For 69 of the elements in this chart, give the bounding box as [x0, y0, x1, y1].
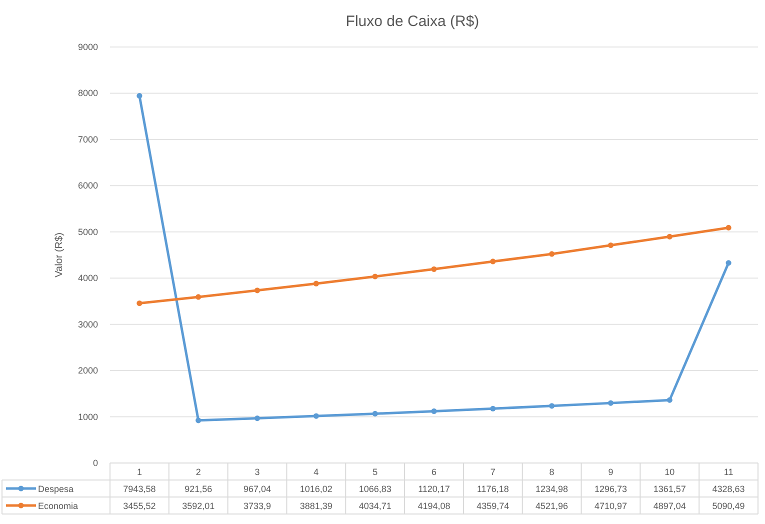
- point: [254, 288, 260, 294]
- data-label: 921,56: [184, 484, 212, 494]
- legend-label: Economia: [38, 501, 78, 511]
- point: [196, 294, 202, 300]
- y-tick-label: 5000: [78, 226, 98, 237]
- point: [431, 266, 437, 272]
- data-label: 4710,97: [594, 501, 627, 511]
- point: [608, 242, 614, 248]
- data-label: 1016,02: [300, 484, 332, 494]
- y-tick-label: 3000: [78, 319, 98, 330]
- point: [313, 413, 319, 419]
- y-tick-label: 0: [92, 458, 98, 468]
- x-tick-label: 8: [549, 467, 554, 477]
- point: [196, 418, 202, 424]
- data-label: 3455,52: [123, 501, 156, 511]
- data-label: 3592,01: [182, 501, 215, 511]
- x-tick-label: 5: [372, 467, 378, 477]
- point: [136, 93, 142, 99]
- point: [549, 403, 555, 409]
- x-tick-label: 1: [136, 467, 142, 477]
- y-tick-label: 6000: [78, 180, 98, 191]
- data-label: 1296,73: [594, 484, 627, 494]
- point: [372, 410, 378, 416]
- x-tick-label: 4: [314, 467, 319, 477]
- x-tick-label: 7: [490, 467, 496, 477]
- x-tick-label: 9: [608, 467, 614, 477]
- data-label: 1234,98: [536, 484, 568, 494]
- x-tick-label: 2: [196, 467, 201, 477]
- point: [666, 234, 672, 240]
- data-label: 1120,17: [418, 484, 450, 494]
- point: [608, 400, 614, 406]
- point: [726, 224, 732, 231]
- data-label: 1066,83: [358, 484, 392, 494]
- y-tick-label: 4000: [78, 273, 98, 284]
- point: [666, 397, 672, 403]
- data-label: 4521,96: [536, 501, 568, 511]
- y-tick-label: 2000: [78, 366, 98, 376]
- x-tick-label: 6: [431, 467, 437, 477]
- point: [254, 416, 260, 422]
- data-label: 4034,71: [358, 501, 392, 511]
- data-label: 3881,39: [300, 501, 332, 511]
- data-label: 7943,58: [123, 484, 156, 494]
- x-tick-label: 11: [724, 467, 734, 477]
- data-label: 3733,9: [244, 501, 272, 511]
- data-label: 4328,63: [712, 484, 745, 494]
- y-tick-label: 1000: [78, 412, 98, 422]
- data-label: 4359,74: [476, 501, 510, 511]
- y-axis-title: Valor (R$): [54, 232, 65, 278]
- data-label: 967,04: [244, 484, 272, 494]
- chart-title: Fluxo de Caixa (R$): [346, 13, 480, 30]
- data-label: 1361,57: [653, 484, 686, 494]
- data-label: 4897,04: [653, 501, 686, 511]
- x-tick-label: 3: [254, 467, 260, 477]
- legend-label: Despesa: [38, 484, 74, 494]
- y-tick-label: 7000: [78, 134, 98, 144]
- point: [549, 251, 555, 257]
- point: [136, 300, 142, 306]
- y-tick-label: 8000: [78, 88, 98, 98]
- point: [726, 260, 732, 266]
- data-label: 4194,08: [418, 501, 450, 511]
- point: [431, 408, 437, 414]
- point: [490, 406, 496, 412]
- x-tick-label: 10: [664, 467, 675, 477]
- point: [313, 280, 319, 286]
- point: [490, 258, 496, 264]
- point: [372, 274, 378, 280]
- data-label: 5090,49: [712, 501, 745, 511]
- y-tick-label: 9000: [78, 42, 98, 52]
- data-label: 1176,18: [476, 484, 509, 494]
